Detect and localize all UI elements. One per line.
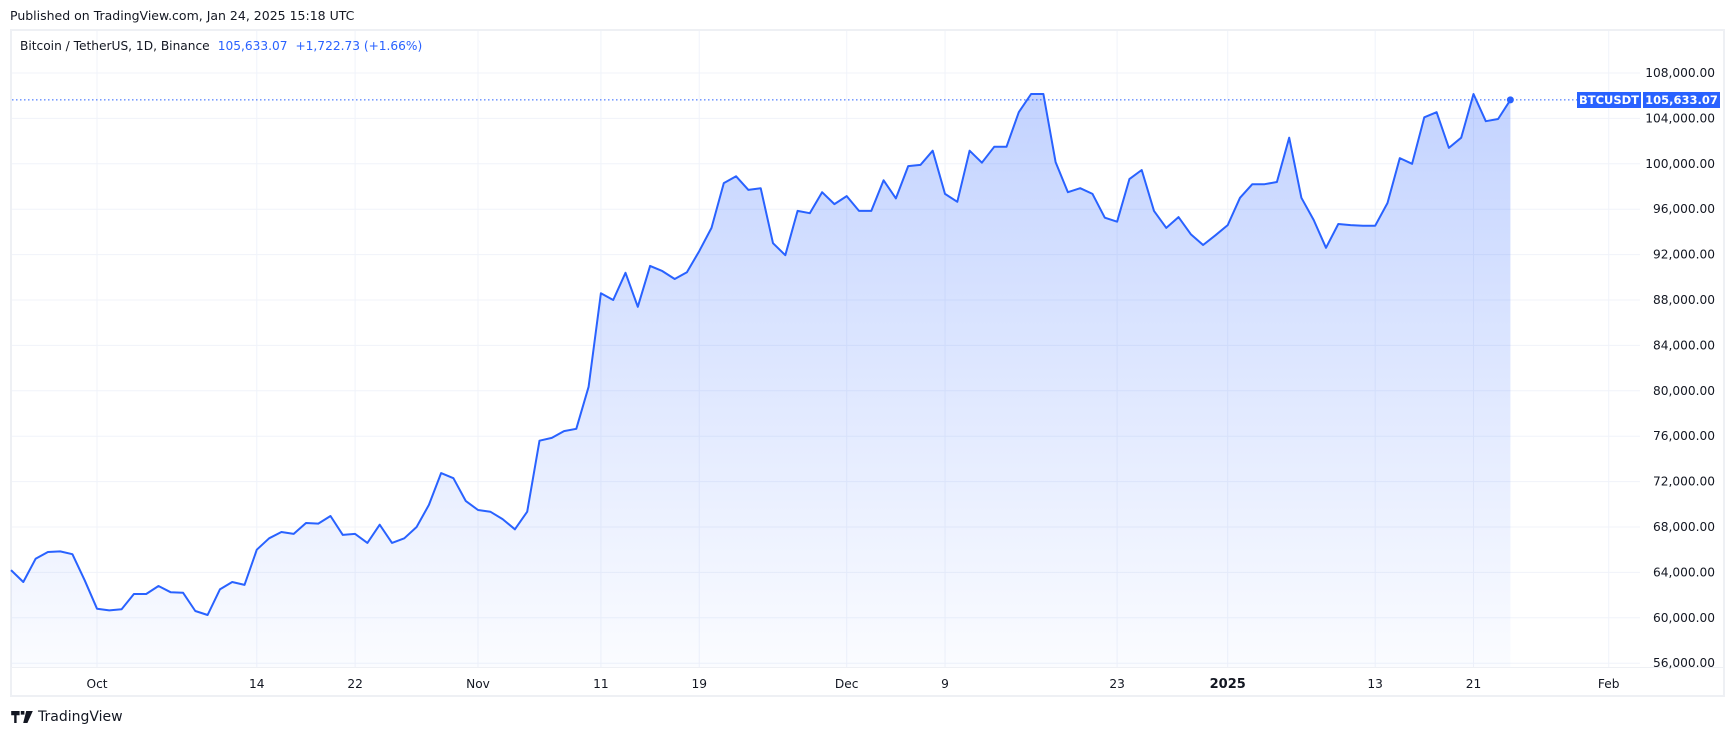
y-tick-label: 64,000.00 [1653, 565, 1715, 579]
y-tick-label: 104,000.00 [1645, 111, 1715, 125]
x-tick-label: 14 [249, 677, 265, 691]
chart-legend: Bitcoin / TetherUS, 1D, Binance 105,633.0… [20, 39, 422, 53]
last-price-label: 105,633.07 [1643, 92, 1720, 108]
x-tick-label: 13 [1367, 677, 1383, 691]
price-line [10, 93, 1512, 616]
y-tick-label: 72,000.00 [1653, 475, 1715, 489]
x-tick-label: Oct [86, 677, 107, 691]
ticker-label: BTCUSDT [1577, 92, 1641, 108]
y-tick-label: 100,000.00 [1645, 157, 1715, 171]
y-tick-label: 56,000.00 [1653, 656, 1715, 670]
x-tick-label: 21 [1466, 677, 1482, 691]
area-fill [11, 94, 1511, 667]
y-tick-label: 80,000.00 [1653, 384, 1715, 398]
y-tick-label: 92,000.00 [1653, 248, 1715, 262]
x-tick-label: 9 [941, 677, 949, 691]
y-tick-label: 84,000.00 [1653, 338, 1715, 352]
x-tick-label: 19 [691, 677, 707, 691]
tradingview-logo-icon [11, 711, 33, 723]
time-axis[interactable]: Oct 14 22 Nov 11 19 Dec 9 23 2025 13 21 Feb [86, 677, 1619, 692]
price-axis[interactable]: 108,000.00 104,000.00 100,000.00 96,000.00 9… [1645, 66, 1715, 670]
published-note: Published on TradingView.com, Jan 24, 20… [10, 8, 355, 23]
x-tick-label: 23 [1109, 677, 1125, 691]
x-tick-label: 11 [593, 677, 609, 691]
x-tick-label: Feb [1598, 677, 1620, 691]
y-tick-label: 60,000.00 [1653, 611, 1715, 625]
y-tick-label: 96,000.00 [1653, 202, 1715, 216]
y-tick-label: 68,000.00 [1653, 520, 1715, 534]
price-change: +1,722.73 (+1.66%) [295, 39, 423, 53]
x-tick-label: Nov [466, 677, 490, 691]
symbol-description: Bitcoin / TetherUS, 1D, Binance [20, 39, 210, 53]
tradingview-brand[interactable]: TradingView [11, 709, 123, 725]
last-price-dot [1506, 96, 1514, 104]
last-price: 105,633.07 [217, 39, 288, 53]
x-tick-label: Dec [835, 677, 859, 691]
y-tick-label: 108,000.00 [1645, 66, 1715, 80]
y-tick-label: 76,000.00 [1653, 429, 1715, 443]
x-tick-label: 2025 [1210, 677, 1246, 692]
y-tick-label: 88,000.00 [1653, 293, 1715, 307]
chart-panel [10, 29, 1725, 697]
brand-name: TradingView [38, 709, 123, 725]
x-tick-label: 22 [347, 677, 363, 691]
